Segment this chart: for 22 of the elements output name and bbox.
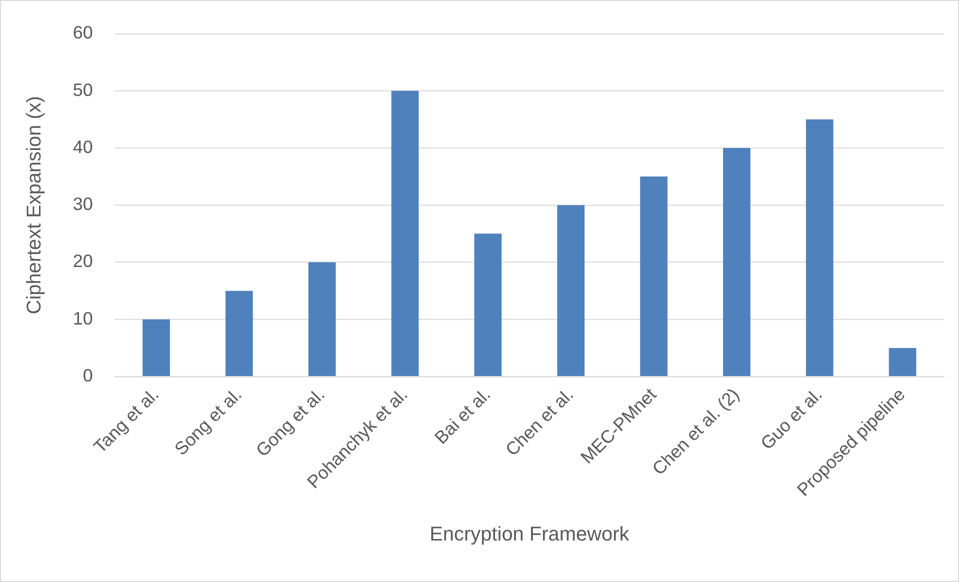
- bar: [557, 205, 585, 376]
- bar: [308, 262, 336, 376]
- bar: [142, 319, 170, 376]
- bar: [225, 290, 253, 376]
- y-tick-label: 10: [72, 308, 93, 328]
- x-tick-label: Bai et al.: [430, 384, 494, 448]
- y-tick-label: 60: [72, 22, 93, 43]
- bar: [806, 119, 834, 376]
- y-tick-label: 30: [72, 194, 93, 214]
- bar: [888, 348, 916, 376]
- y-tick-label: 20: [72, 251, 93, 272]
- y-tick-label: 0: [82, 365, 93, 386]
- bar: [640, 176, 668, 376]
- x-axis-title: Encryption Framework: [430, 524, 630, 546]
- bar: [474, 234, 502, 376]
- x-tick-label: Tang et al.: [90, 384, 163, 457]
- y-tick-label: 50: [72, 80, 93, 100]
- bar: [391, 90, 419, 376]
- x-tick-label: Guo et al.: [756, 384, 826, 454]
- y-tick-label: 40: [72, 136, 93, 157]
- bar: [723, 148, 750, 376]
- y-axis-title: Ciphertext Expansion (x): [23, 96, 46, 314]
